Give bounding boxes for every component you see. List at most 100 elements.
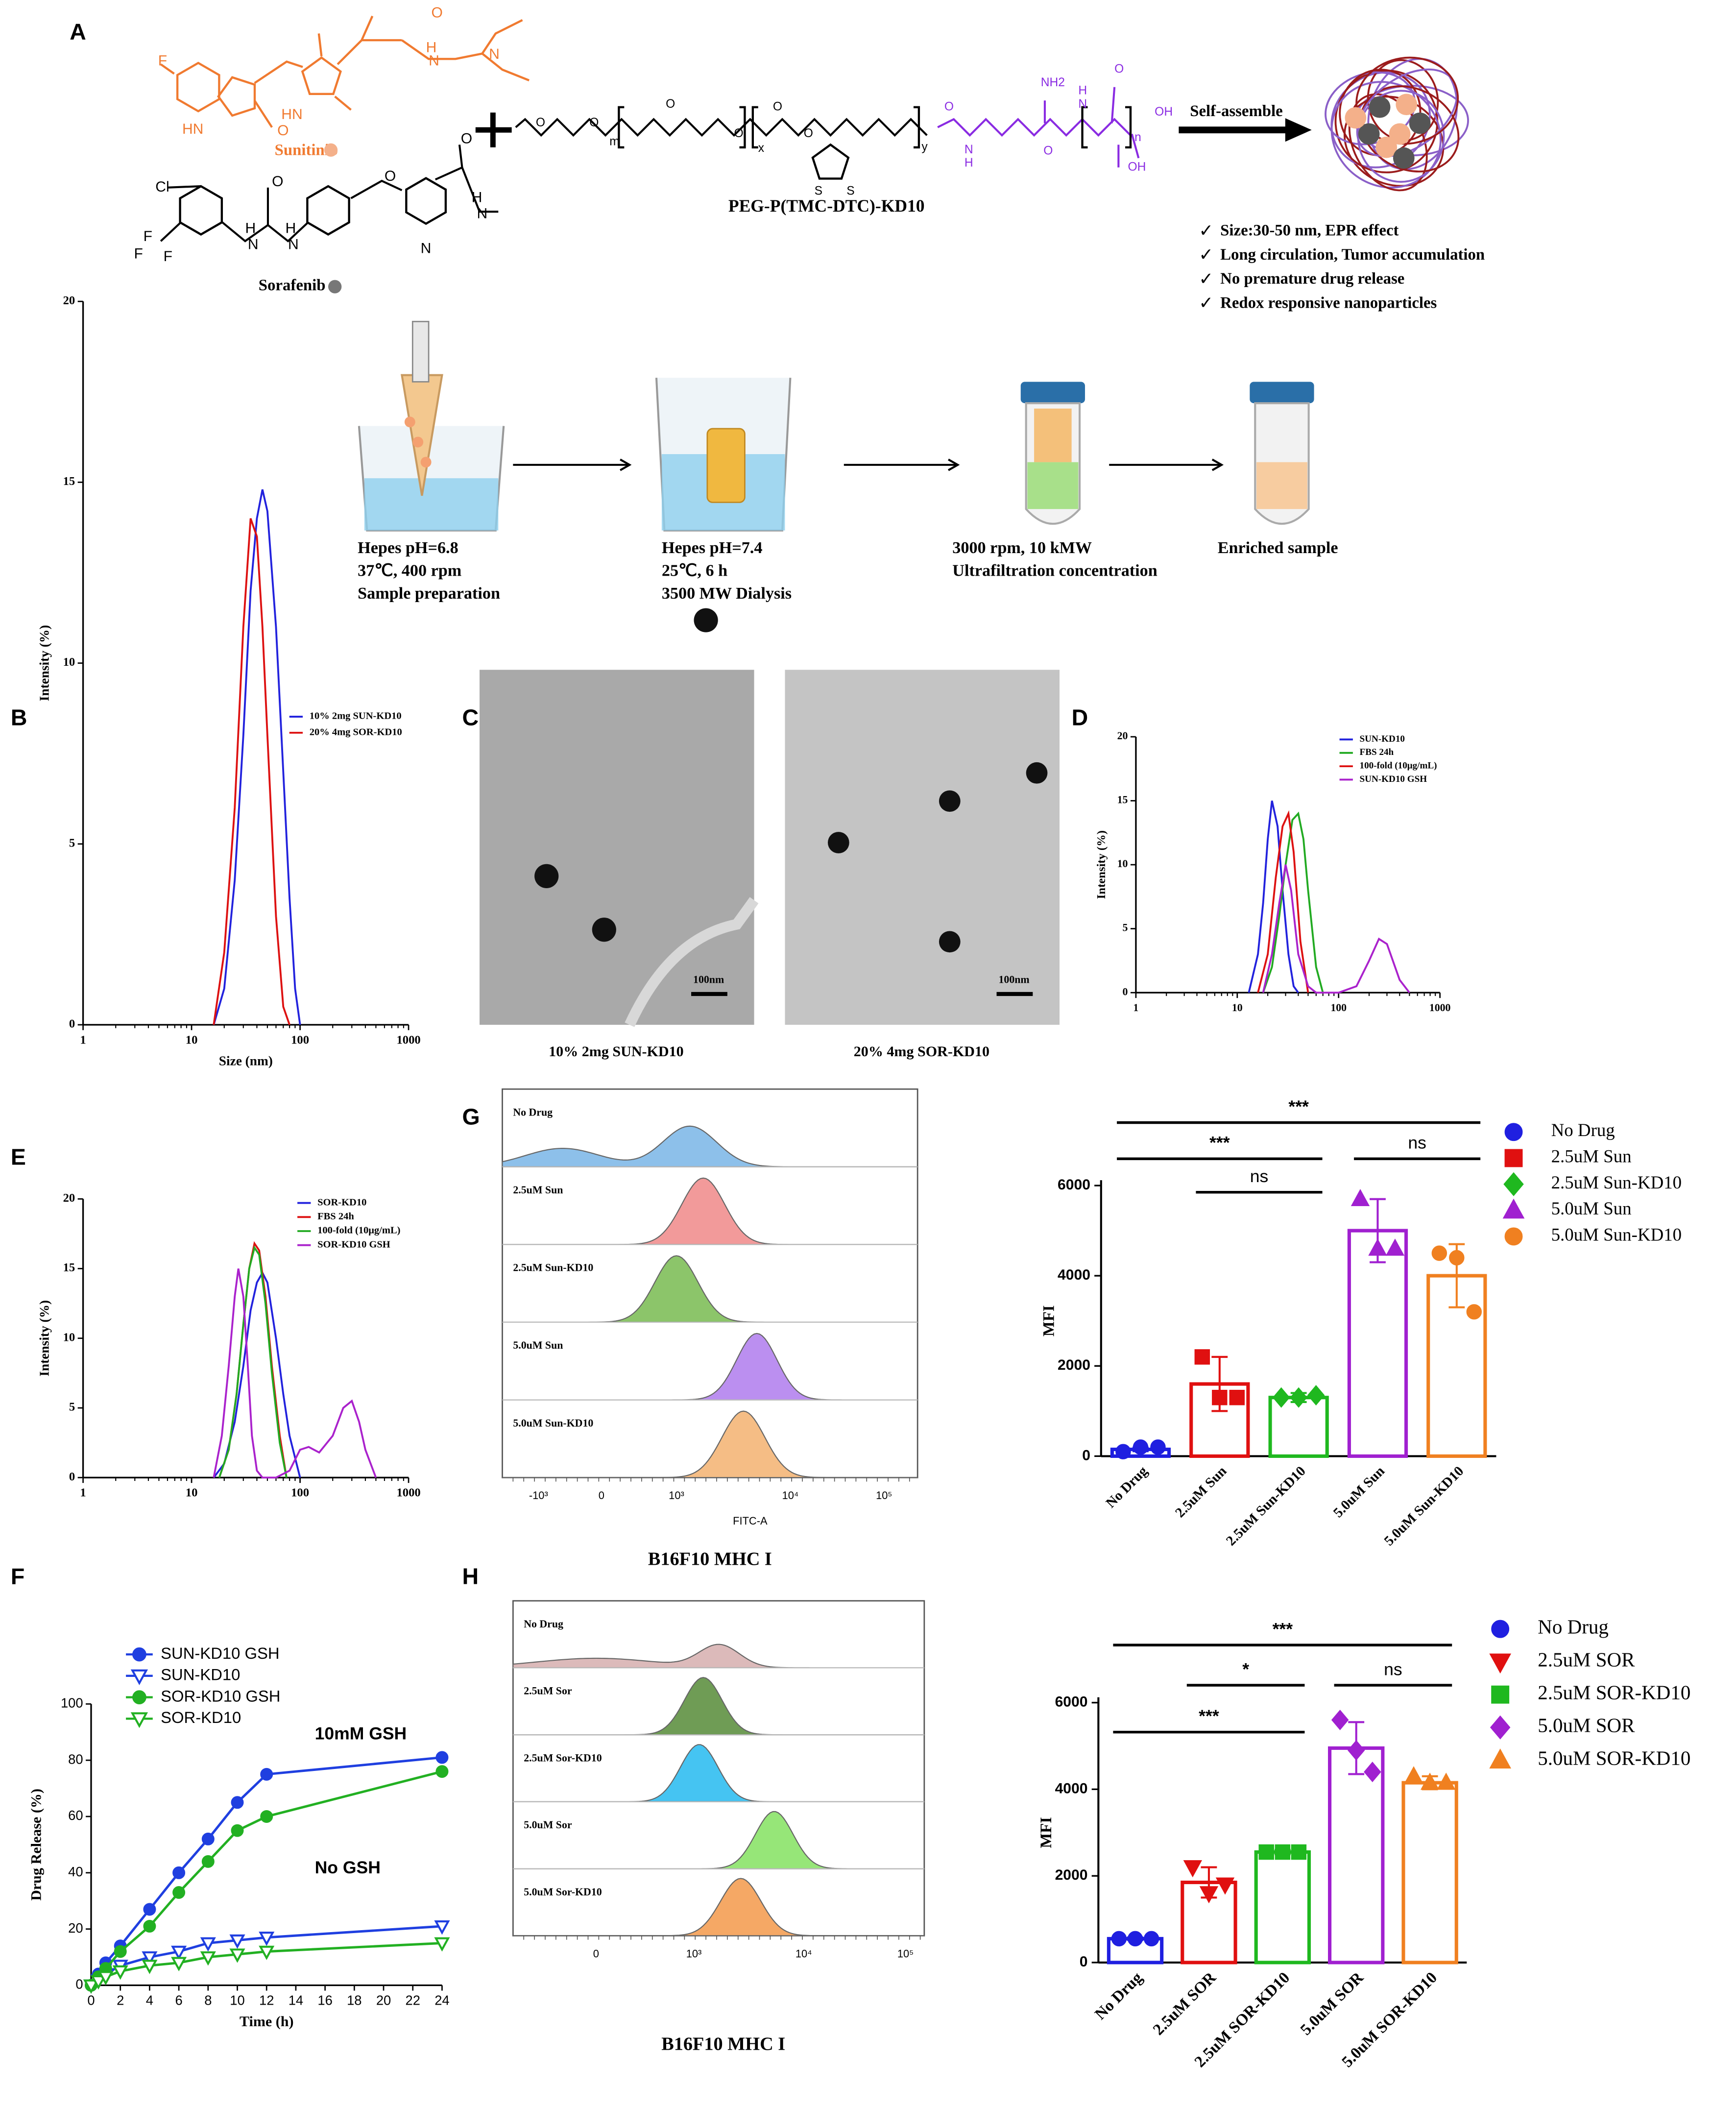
x-tick-label: 5.0uM Sun-KD10: [1381, 1463, 1467, 1549]
marker: [1127, 1931, 1143, 1947]
legend-label: No Drug: [1551, 1120, 1615, 1140]
panel-label: B: [11, 705, 27, 730]
drop: [420, 457, 432, 468]
marker: [435, 1765, 449, 1778]
x-tick-label: 10: [186, 1033, 198, 1046]
marker: [1489, 1653, 1512, 1674]
histogram: [513, 1677, 924, 1736]
atom: N: [477, 205, 488, 221]
panel-label: D: [1072, 705, 1088, 730]
x-tick-label: 2.5uM Sun: [1172, 1463, 1230, 1521]
x-tick-label: 100: [291, 1033, 309, 1046]
atom: O: [734, 127, 744, 140]
series-line: [1257, 810, 1309, 993]
atom: F: [158, 53, 167, 69]
arrowhead: [1285, 118, 1312, 142]
atom: O: [432, 4, 443, 21]
annotation: No GSH: [315, 1858, 381, 1877]
marker: [231, 1796, 244, 1809]
atom: HN: [281, 106, 302, 122]
check: ✓: [1199, 269, 1213, 289]
atom: O: [944, 100, 954, 113]
plus: [475, 112, 512, 147]
legend-label: FBS 24h: [1360, 747, 1394, 757]
np-drug: [1369, 96, 1391, 118]
x-tick-label: 10⁵: [876, 1489, 892, 1502]
atom: F: [164, 248, 172, 265]
atom: F: [134, 245, 143, 262]
legend-label: SOR-KD10: [161, 1708, 241, 1726]
step-text: Ultrafiltration concentration: [952, 561, 1157, 580]
row-label: 5.0uM Sun-KD10: [513, 1417, 593, 1429]
atom: O: [773, 100, 782, 113]
histogram: [502, 1333, 918, 1401]
x-tick-label: 100: [1330, 1002, 1347, 1014]
marker: [90, 1975, 106, 1990]
arrowhead: [948, 459, 960, 471]
row-label: 2.5uM Sor: [524, 1685, 572, 1697]
histogram: [513, 1811, 924, 1869]
feature: Long circulation, Tumor accumulation: [1220, 246, 1485, 264]
marker: [1143, 1931, 1159, 1947]
x-tick-label: 5.0uM Sun: [1330, 1463, 1388, 1521]
nanoparticle: [694, 608, 718, 632]
nanoparticle: [534, 864, 559, 888]
panel-label: A: [70, 19, 86, 45]
annotation: 10mM GSH: [315, 1724, 407, 1744]
row-label: 5.0uM Sun: [513, 1339, 563, 1351]
marker: [172, 1866, 186, 1879]
atom: O: [536, 116, 545, 129]
y-tick-label: 15: [1117, 794, 1128, 806]
series-line: [213, 489, 301, 1025]
nanoparticle: [827, 832, 849, 853]
y-axis-label: MFI: [1040, 1305, 1058, 1336]
x-tick-label: 12: [259, 1993, 274, 2008]
significance-label: ns: [1250, 1166, 1269, 1186]
row-label: 2.5uM Sun: [513, 1184, 563, 1196]
y-tick-label: 0: [69, 1018, 75, 1031]
check: ✓: [1199, 245, 1213, 265]
arrowhead: [1211, 459, 1224, 471]
series-line: [213, 1271, 301, 1478]
marker: [1258, 1844, 1274, 1860]
marker: [171, 1957, 187, 1971]
marker: [1490, 1715, 1511, 1740]
np-drug: [1345, 107, 1367, 129]
marker: [1290, 1387, 1307, 1408]
legend-label: 2.5uM Sun: [1551, 1146, 1632, 1166]
y-tick-label: 0: [1123, 986, 1128, 997]
x-tick-label: 22: [406, 1993, 420, 2008]
marker: [1466, 1304, 1482, 1320]
x-tick-label: 10⁴: [782, 1489, 799, 1502]
legend-label: No Drug: [1538, 1616, 1609, 1638]
y-tick-label: 2000: [1055, 1867, 1088, 1883]
atom: N: [429, 53, 439, 69]
marker: [1404, 1766, 1423, 1784]
step-text: 3000 rpm, 10 kMW: [952, 539, 1092, 557]
histogram: [502, 1410, 918, 1478]
y-tick-label: 0: [69, 1470, 75, 1483]
legend-label: SUN-KD10 GSH: [161, 1644, 279, 1662]
step-text: Hepes pH=7.4: [662, 539, 763, 557]
y-tick-label: 10: [63, 1331, 75, 1344]
atom: N: [248, 236, 259, 252]
y-tick-label: 20: [1117, 730, 1128, 742]
significance-label: ns: [1408, 1133, 1426, 1153]
legend-label: 100-fold (10μg/mL): [1360, 761, 1437, 771]
marker: [200, 1951, 216, 1966]
y-tick-label: 80: [68, 1751, 83, 1767]
x-tick-label: 14: [289, 1993, 303, 2008]
step-text: 3500 MW Dialysis: [662, 584, 792, 603]
series-line: [1262, 864, 1410, 994]
step-text: Enriched sample: [1218, 539, 1338, 557]
x-tick-label: 100: [291, 1486, 309, 1500]
caption: B16F10 MHC I: [648, 1549, 772, 1569]
legend-label: 10% 2mg SUN-KD10: [310, 711, 402, 722]
np-drug: [1393, 147, 1415, 169]
marker: [172, 1886, 186, 1899]
tube-liquid: [1027, 462, 1079, 509]
caption: 10% 2mg SUN-KD10: [549, 1043, 684, 1060]
y-tick-label: 15: [63, 475, 75, 488]
tem-image: [479, 670, 754, 1025]
feature: Redox responsive nanoparticles: [1220, 294, 1437, 312]
